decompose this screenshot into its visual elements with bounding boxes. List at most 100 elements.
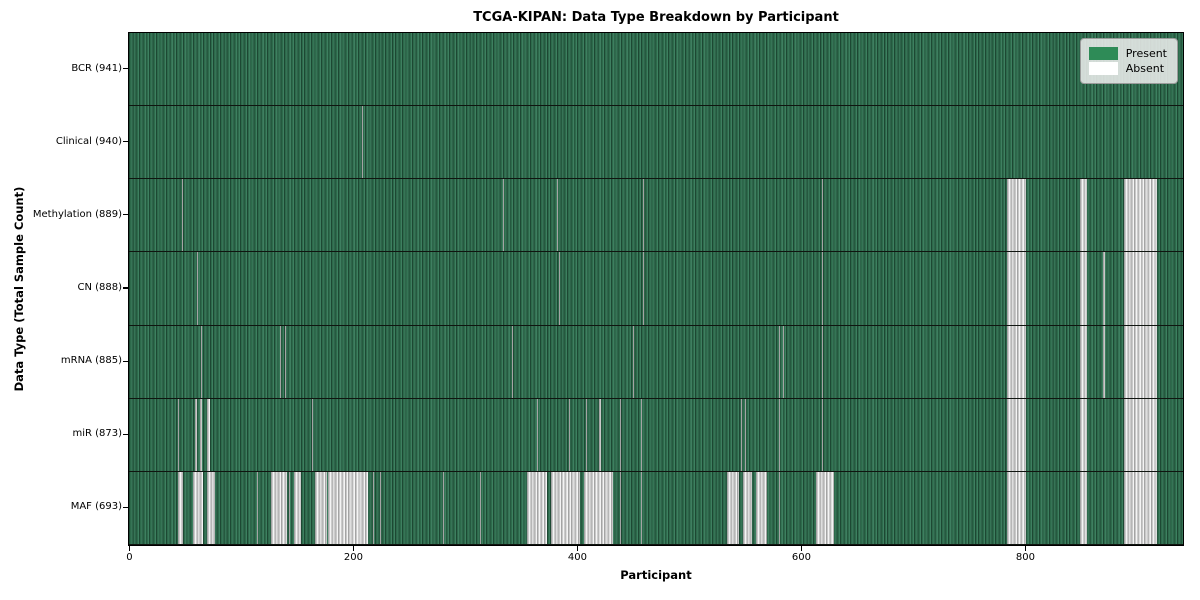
absent-strip — [207, 471, 216, 544]
absent-strip — [479, 471, 481, 544]
absent-strip — [585, 398, 588, 471]
heatmap-row-methylation — [129, 179, 1183, 253]
absent-strip — [633, 325, 635, 398]
absent-strip — [1079, 252, 1087, 325]
absent-strip — [178, 471, 183, 544]
absent-strip — [361, 106, 364, 179]
x-tick-label: 400 — [567, 552, 587, 563]
absent-strip — [280, 325, 282, 398]
heatmap-row-mir — [129, 398, 1183, 472]
absent-strip — [583, 471, 613, 544]
x-tick-mark — [576, 546, 579, 551]
absent-strip — [197, 252, 199, 325]
y-tick-label: Clinical (940) — [55, 135, 122, 147]
absent-strip — [1123, 252, 1158, 325]
x-tick-label: 0 — [126, 552, 133, 563]
absent-color-swatch — [1088, 62, 1118, 75]
absent-strip — [778, 398, 780, 471]
y-tick-label: Methylation (889) — [32, 208, 122, 220]
absent-strip — [1079, 179, 1087, 252]
absent-strip — [536, 398, 538, 471]
absent-strip — [822, 398, 824, 471]
y-tick-label: CN (888) — [77, 282, 122, 293]
absent-strip — [289, 471, 291, 544]
absent-strip — [328, 471, 368, 544]
absent-strip — [207, 398, 210, 471]
absent-strip — [1079, 325, 1087, 398]
absent-strip — [200, 325, 202, 398]
y-tick-mark — [123, 287, 128, 289]
absent-strip — [640, 398, 642, 471]
absent-strip — [1007, 252, 1027, 325]
absent-strip — [1079, 398, 1087, 471]
absent-strip — [503, 179, 505, 252]
absent-strip — [1079, 471, 1087, 544]
x-axis-title: Participant — [620, 568, 692, 582]
absent-strip — [822, 325, 824, 398]
y-tick-label: MAF (693) — [70, 501, 122, 513]
absent-strip — [1123, 471, 1158, 544]
heatmap-row-bcr — [129, 33, 1183, 107]
absent-strip — [512, 325, 514, 398]
x-tick-label: 600 — [791, 552, 811, 563]
x-tick-mark — [800, 546, 803, 551]
absent-strip — [643, 252, 645, 325]
absent-strip — [556, 179, 558, 252]
absent-strip — [181, 179, 183, 252]
absent-strip — [256, 471, 258, 544]
absent-strip — [373, 471, 375, 544]
absent-strip — [643, 179, 645, 252]
absent-strip — [619, 471, 621, 544]
absent-strip — [526, 471, 547, 544]
absent-strip — [619, 398, 621, 471]
y-tick-mark — [123, 214, 128, 216]
absent-strip — [778, 325, 780, 398]
y-tick-mark — [123, 67, 128, 70]
absent-strip — [727, 471, 740, 544]
x-tick-mark — [352, 546, 354, 551]
absent-strip — [783, 325, 785, 398]
x-tick-mark — [1024, 546, 1027, 551]
absent-strip — [1007, 471, 1027, 544]
x-tick-label: 200 — [343, 552, 363, 563]
absent-strip — [822, 252, 824, 325]
y-tick-mark — [123, 433, 128, 435]
y-tick-label: mRNA (885) — [60, 355, 122, 367]
absent-strip — [293, 471, 302, 544]
absent-strip — [192, 471, 203, 544]
y-tick-label: miR (873) — [72, 428, 122, 440]
absent-strip — [1103, 252, 1105, 325]
absent-strip — [822, 179, 824, 252]
y-tick-label: BCR (941) — [71, 62, 122, 74]
absent-strip — [195, 398, 198, 471]
absent-strip — [1007, 398, 1027, 471]
y-tick-mark — [123, 506, 128, 509]
legend-label-absent: Absent — [1125, 62, 1165, 75]
absent-strip — [745, 398, 747, 471]
absent-strip — [199, 398, 202, 471]
absent-strip — [1103, 325, 1105, 398]
absent-strip — [1123, 398, 1158, 471]
x-tick-label: 800 — [1015, 552, 1035, 563]
heatmap-row-clinical — [129, 106, 1183, 180]
absent-strip — [742, 471, 752, 544]
plot-area: Present Absent — [128, 32, 1184, 546]
legend-item-absent: Absent — [1088, 62, 1167, 75]
absent-strip — [1123, 325, 1158, 398]
absent-strip — [379, 471, 381, 544]
absent-strip — [815, 471, 834, 544]
absent-strip — [1007, 179, 1027, 252]
absent-strip — [314, 471, 328, 544]
absent-strip — [551, 471, 581, 544]
present-color-swatch — [1088, 47, 1118, 60]
heatmap-row-cn — [129, 252, 1183, 326]
absent-strip — [1123, 179, 1158, 252]
heatmap-row-mrna — [129, 325, 1183, 399]
absent-strip — [778, 471, 780, 544]
absent-strip — [740, 398, 742, 471]
legend: Present Absent — [1079, 38, 1178, 84]
absent-strip — [559, 252, 561, 325]
absent-strip — [640, 471, 642, 544]
heatmap-row-maf — [129, 471, 1183, 545]
